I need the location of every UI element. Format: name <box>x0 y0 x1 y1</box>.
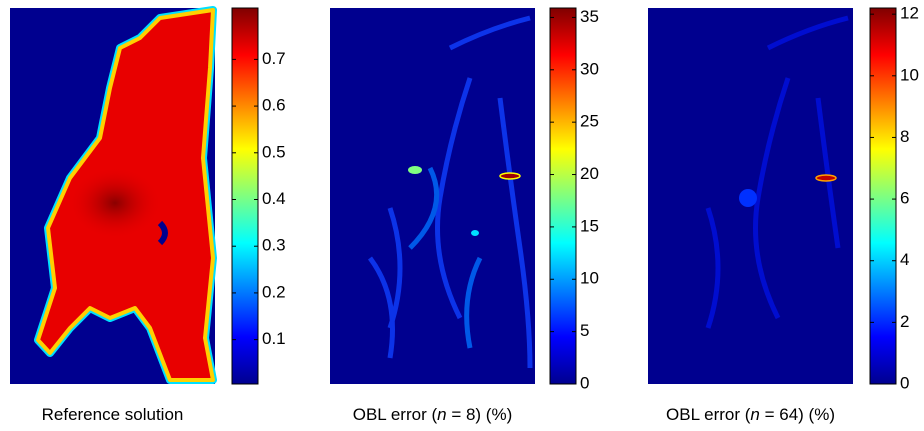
caption-part: Reference solution <box>42 405 184 424</box>
colorbar-tick-label: 0.4 <box>262 189 286 208</box>
colorbar-tick-label: 0.6 <box>262 96 286 115</box>
heatmap-image <box>330 8 535 384</box>
colorbar-tick-label: 0.3 <box>262 236 286 255</box>
colorbar-tick-label: 5 <box>580 321 589 340</box>
caption-part: n <box>750 405 759 424</box>
heatmap-image <box>648 8 853 384</box>
colorbar-tick-label: 8 <box>900 127 909 146</box>
caption-part: n <box>437 405 446 424</box>
colorbar-tick-label: 0 <box>900 373 909 392</box>
panel-caption: Reference solution <box>42 405 184 424</box>
caption-part: = 64) (%) <box>760 405 835 424</box>
colorbar-tick-label: 10 <box>900 65 919 84</box>
colorbar-tick-label: 0.2 <box>262 282 286 301</box>
colorbar-frame <box>231 7 259 385</box>
colorbar <box>232 8 258 384</box>
colorbar-tick-label: 35 <box>580 7 599 26</box>
colorbar <box>550 8 576 384</box>
colorbar-frame <box>869 7 897 385</box>
caption-part: OBL error ( <box>666 405 751 424</box>
panel-caption: OBL error (n = 64) (%) <box>666 405 835 424</box>
colorbar-tick-label: 6 <box>900 189 909 208</box>
colorbar-tick-label: 4 <box>900 250 909 269</box>
colorbar-tick-label: 12 <box>900 4 919 23</box>
colorbar-tick-label: 0.1 <box>262 329 286 348</box>
colorbar-frame <box>549 7 577 385</box>
heatmap-image <box>10 6 217 384</box>
colorbar-tick-label: 0.7 <box>262 49 286 68</box>
colorbar-tick-label: 20 <box>580 164 599 183</box>
caption-part: OBL error ( <box>353 405 438 424</box>
colorbar-tick-label: 2 <box>900 312 909 331</box>
colorbar <box>870 8 896 384</box>
caption-part: = 8) (%) <box>447 405 513 424</box>
colorbar-tick-label: 0.5 <box>262 142 286 161</box>
colorbar-tick-label: 25 <box>580 112 599 131</box>
colorbar-tick-label: 30 <box>580 59 599 78</box>
colorbar-tick-label: 0 <box>580 373 589 392</box>
panel-caption: OBL error (n = 8) (%) <box>353 405 513 424</box>
colorbar-tick-label: 10 <box>580 269 599 288</box>
colorbar-tick-label: 15 <box>580 216 599 235</box>
